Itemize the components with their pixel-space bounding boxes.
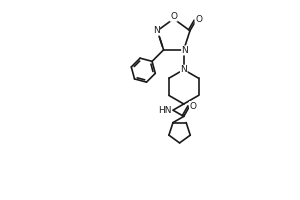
Text: O: O (195, 15, 202, 24)
Text: O: O (170, 12, 177, 21)
Text: N: N (153, 26, 160, 35)
Text: O: O (189, 102, 197, 111)
Text: N: N (182, 46, 188, 55)
Text: HN: HN (158, 106, 172, 115)
Text: N: N (180, 65, 187, 74)
